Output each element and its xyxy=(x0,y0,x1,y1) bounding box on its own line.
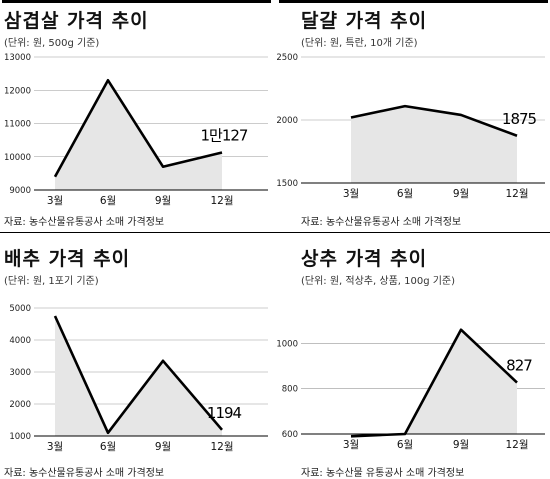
area-fill xyxy=(55,80,222,190)
y-tick-label: 600 xyxy=(282,430,298,440)
x-tick-label: 12월 xyxy=(505,188,528,200)
y-tick-label: 10000 xyxy=(4,153,31,163)
y-tick-label: 3000 xyxy=(9,368,31,378)
y-tick-label: 1500 xyxy=(277,179,298,189)
chart-source: 자료: 농수산물유통공사 소매 가격정보 xyxy=(4,213,164,228)
x-tick-label: 3월 xyxy=(343,188,359,200)
y-tick-label: 2000 xyxy=(277,116,298,126)
data-label: 1875 xyxy=(502,110,537,128)
x-tick-label: 6월 xyxy=(397,188,413,200)
x-tick-label: 3월 xyxy=(343,439,359,451)
y-tick-label: 1000 xyxy=(9,432,31,442)
area-fill xyxy=(55,316,222,436)
y-tick-label: 11000 xyxy=(4,120,31,130)
x-tick-label: 12월 xyxy=(210,195,233,207)
y-tick-label: 9000 xyxy=(9,186,31,196)
x-tick-label: 3월 xyxy=(47,195,63,207)
area-fill xyxy=(351,106,517,183)
y-tick-label: 2500 xyxy=(277,53,298,63)
x-tick-label: 6월 xyxy=(397,439,413,451)
lettuce-line-chart: 600 800 1000 3월 6월 9월 12월 827 xyxy=(277,238,550,475)
egg-line-chart: 1500 2000 2500 3월 6월 9월 12월 1875 xyxy=(277,0,550,237)
horizontal-divider xyxy=(0,232,550,233)
y-tick-label: 1000 xyxy=(277,339,298,349)
y-tick-label: 13000 xyxy=(4,53,31,63)
pork-belly-line-chart: 9000 10000 11000 12000 13000 3월 6월 9월 12월 1만127 xyxy=(0,0,273,237)
y-tick-label: 800 xyxy=(282,385,298,395)
data-label: 827 xyxy=(506,357,532,375)
x-tick-label: 9월 xyxy=(155,195,171,207)
chart-source: 자료: 농수산물 유통공사 소매 가격정보 xyxy=(301,464,464,479)
chart-source: 자료: 농수산물유통공사 소매 가격정보 xyxy=(301,213,461,228)
chart-source: 자료: 농수산물유통공사 소매 가격정보 xyxy=(4,464,164,479)
data-label: 1만127 xyxy=(201,127,248,145)
x-tick-label: 9월 xyxy=(155,441,171,453)
x-tick-label: 6월 xyxy=(100,441,116,453)
y-tick-label: 4000 xyxy=(9,336,31,346)
y-tick-label: 2000 xyxy=(9,400,31,410)
cabbage-line-chart: 1000 2000 3000 4000 5000 3월 6월 9월 12월 1194 xyxy=(0,238,273,475)
area-fill xyxy=(351,330,517,437)
y-tick-label: 5000 xyxy=(9,304,31,314)
x-tick-label: 9월 xyxy=(453,188,469,200)
x-tick-label: 3월 xyxy=(47,441,63,453)
data-label: 1194 xyxy=(207,404,242,422)
x-tick-label: 6월 xyxy=(100,195,116,207)
x-tick-label: 9월 xyxy=(453,439,469,451)
x-tick-label: 12월 xyxy=(505,439,528,451)
x-tick-label: 12월 xyxy=(210,441,233,453)
y-tick-label: 12000 xyxy=(4,86,31,96)
